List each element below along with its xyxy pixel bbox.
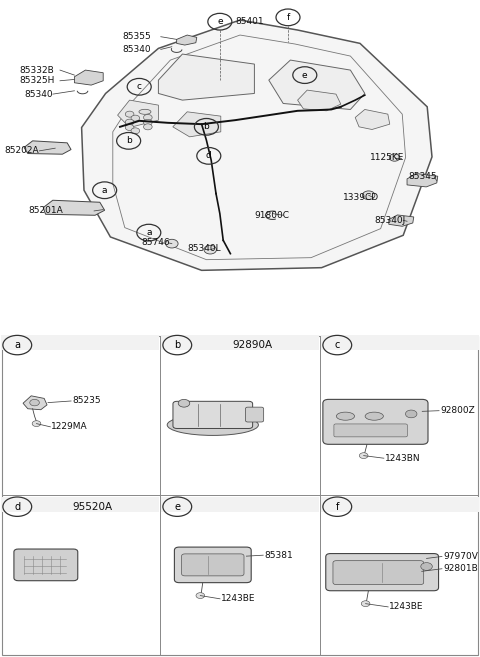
Text: f: f bbox=[336, 502, 339, 512]
Polygon shape bbox=[177, 35, 197, 45]
Text: e: e bbox=[302, 70, 308, 79]
Circle shape bbox=[131, 115, 140, 121]
Ellipse shape bbox=[139, 109, 151, 114]
FancyBboxPatch shape bbox=[323, 399, 428, 444]
Bar bbox=[161, 335, 319, 350]
Polygon shape bbox=[269, 60, 365, 110]
Text: 85746: 85746 bbox=[142, 238, 170, 248]
Circle shape bbox=[144, 120, 152, 125]
Text: 92890A: 92890A bbox=[233, 340, 273, 350]
Text: 85340J: 85340J bbox=[374, 215, 406, 225]
FancyBboxPatch shape bbox=[14, 549, 78, 581]
Text: 1243BE: 1243BE bbox=[221, 595, 255, 603]
Text: 97970V: 97970V bbox=[443, 552, 478, 561]
Polygon shape bbox=[389, 215, 414, 226]
Text: d: d bbox=[14, 502, 20, 512]
Text: a: a bbox=[146, 228, 152, 237]
FancyBboxPatch shape bbox=[181, 554, 244, 576]
Bar bbox=[1, 497, 158, 512]
Text: c: c bbox=[137, 82, 142, 91]
Circle shape bbox=[144, 114, 152, 120]
Bar bbox=[322, 497, 479, 512]
FancyBboxPatch shape bbox=[245, 407, 264, 422]
Circle shape bbox=[125, 124, 134, 131]
Circle shape bbox=[361, 600, 370, 606]
Text: 1229MA: 1229MA bbox=[51, 422, 88, 432]
Text: 85340L: 85340L bbox=[187, 244, 221, 253]
Polygon shape bbox=[298, 90, 341, 111]
Bar bbox=[161, 497, 319, 512]
FancyBboxPatch shape bbox=[334, 424, 408, 437]
Text: a: a bbox=[102, 186, 108, 194]
Polygon shape bbox=[24, 141, 71, 154]
Text: c: c bbox=[335, 340, 340, 350]
Circle shape bbox=[360, 453, 368, 459]
Text: 85401: 85401 bbox=[235, 17, 264, 26]
Circle shape bbox=[30, 399, 39, 406]
Polygon shape bbox=[118, 100, 158, 127]
Text: b: b bbox=[204, 122, 209, 131]
Circle shape bbox=[32, 420, 41, 426]
Ellipse shape bbox=[365, 412, 384, 420]
FancyBboxPatch shape bbox=[173, 401, 252, 428]
Text: 91800C: 91800C bbox=[254, 211, 289, 220]
Circle shape bbox=[166, 239, 178, 248]
Text: 85235: 85235 bbox=[72, 396, 101, 405]
Circle shape bbox=[125, 111, 134, 117]
Text: 85345: 85345 bbox=[408, 172, 437, 181]
Text: 1243BN: 1243BN bbox=[385, 454, 420, 463]
Text: 1125KE: 1125KE bbox=[370, 153, 404, 162]
Circle shape bbox=[389, 154, 400, 161]
Circle shape bbox=[406, 410, 417, 418]
Circle shape bbox=[196, 593, 204, 599]
Text: 85340: 85340 bbox=[24, 89, 53, 99]
Circle shape bbox=[204, 245, 216, 254]
Text: d: d bbox=[206, 151, 212, 160]
Ellipse shape bbox=[336, 412, 355, 420]
Circle shape bbox=[362, 191, 375, 200]
Text: 85355: 85355 bbox=[122, 32, 151, 41]
FancyBboxPatch shape bbox=[333, 560, 424, 585]
Text: f: f bbox=[287, 13, 289, 22]
Bar bbox=[322, 335, 479, 350]
Text: 85201A: 85201A bbox=[29, 206, 63, 215]
Text: 1243BE: 1243BE bbox=[389, 602, 424, 612]
Text: b: b bbox=[174, 340, 180, 350]
Polygon shape bbox=[74, 70, 103, 85]
Text: 95520A: 95520A bbox=[73, 502, 113, 512]
FancyBboxPatch shape bbox=[326, 554, 439, 591]
Ellipse shape bbox=[167, 415, 258, 436]
Circle shape bbox=[178, 399, 190, 407]
Text: 85202A: 85202A bbox=[5, 147, 39, 155]
Polygon shape bbox=[82, 20, 432, 270]
Text: 85332B: 85332B bbox=[19, 66, 54, 75]
Text: e: e bbox=[174, 502, 180, 512]
Text: 92801B: 92801B bbox=[443, 564, 478, 574]
Text: a: a bbox=[14, 340, 20, 350]
Circle shape bbox=[421, 562, 432, 570]
Polygon shape bbox=[407, 173, 438, 187]
Text: 85340: 85340 bbox=[122, 45, 151, 54]
FancyBboxPatch shape bbox=[174, 547, 251, 583]
Text: 85381: 85381 bbox=[264, 551, 293, 560]
Polygon shape bbox=[355, 110, 390, 129]
Bar bbox=[1, 335, 158, 350]
Circle shape bbox=[131, 128, 140, 134]
Polygon shape bbox=[23, 396, 47, 410]
Text: 92800Z: 92800Z bbox=[440, 406, 475, 415]
Polygon shape bbox=[173, 112, 221, 137]
Text: 85325H: 85325H bbox=[19, 76, 55, 85]
Text: b: b bbox=[126, 137, 132, 145]
Circle shape bbox=[125, 119, 134, 125]
Circle shape bbox=[144, 124, 152, 130]
Polygon shape bbox=[158, 54, 254, 100]
Polygon shape bbox=[43, 200, 105, 215]
Text: e: e bbox=[217, 17, 223, 26]
Text: 1339CD: 1339CD bbox=[343, 193, 379, 202]
